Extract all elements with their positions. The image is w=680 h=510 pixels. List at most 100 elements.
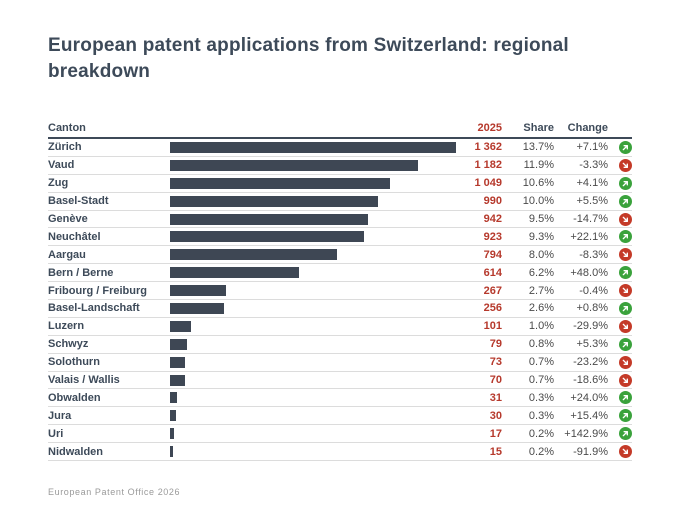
trend-cell (608, 212, 632, 226)
trend-cell (608, 427, 632, 441)
change-value: +4.1% (576, 177, 609, 190)
canton-bar (170, 320, 192, 332)
change-value: -29.9% (573, 320, 608, 333)
trend-up-icon (619, 266, 632, 280)
trend-up-icon (619, 337, 632, 351)
trend-up-icon (619, 427, 632, 441)
change-value: -8.3% (579, 248, 608, 261)
canton-bar (170, 410, 177, 422)
canton-bar (170, 428, 174, 440)
bar-cell (170, 159, 456, 171)
canton-label: Vaud (48, 159, 75, 172)
trend-cell (608, 248, 632, 262)
canton-bar (170, 392, 177, 404)
canton-bar (170, 177, 391, 189)
trend-cell (608, 391, 632, 405)
bar-cell (170, 249, 456, 261)
trend-cell (608, 373, 632, 387)
value-2025: 17 (489, 427, 502, 440)
canton-label: Fribourg / Freiburg (48, 284, 147, 297)
canton-bar (170, 231, 364, 243)
bar-cell (170, 177, 456, 189)
canton-label: Luzern (48, 320, 85, 333)
change-value: -91.9% (573, 445, 608, 458)
share-value: 0.2% (528, 427, 554, 440)
trend-up-icon (619, 230, 632, 244)
table-header-row: Canton 2025 Share Change (48, 118, 632, 139)
bar-cell (170, 320, 456, 332)
trend-down-icon (619, 355, 632, 369)
canton-bar (170, 285, 227, 297)
table-row: Basel-Landschaft 256 2.6% +0.8% (48, 300, 632, 318)
share-value: 13.7% (522, 141, 554, 154)
bar-cell (170, 141, 456, 153)
table-row: Solothurn 73 0.7% -23.2% (48, 354, 632, 372)
bar-cell (170, 195, 456, 207)
change-value: +7.1% (576, 141, 609, 154)
canton-bar (170, 249, 337, 261)
bar-cell (170, 428, 456, 440)
bar-cell (170, 338, 456, 350)
change-value: +22.1% (570, 230, 608, 243)
trend-down-icon (619, 284, 632, 298)
table-row: Uri 17 0.2% +142.9% (48, 425, 632, 444)
value-2025: 267 (483, 284, 502, 297)
change-value: -23.2% (573, 356, 608, 369)
table-row: Aargau 794 8.0% -8.3% (48, 246, 632, 265)
table-row: Basel-Stadt 990 10.0% +5.5% (48, 193, 632, 211)
bar-cell (170, 231, 456, 243)
bar-cell (170, 285, 456, 297)
bar-cell (170, 410, 456, 422)
share-value: 2.6% (528, 302, 554, 315)
trend-up-icon (619, 409, 632, 423)
canton-label: Basel-Stadt (48, 195, 109, 208)
value-2025: 614 (483, 266, 502, 279)
change-value: +5.3% (576, 338, 609, 351)
share-value: 0.7% (528, 374, 554, 387)
table-row: Vaud 1 182 11.9% -3.3% (48, 157, 632, 175)
value-2025: 942 (483, 213, 502, 225)
trend-up-icon (619, 176, 632, 190)
table-row: Bern / Berne 614 6.2% +48.0% (48, 264, 632, 283)
share-value: 10.0% (522, 195, 554, 208)
canton-label: Nidwalden (48, 445, 104, 458)
change-value: +15.4% (570, 409, 608, 422)
value-2025: 923 (483, 230, 502, 243)
canton-bar (170, 159, 419, 171)
trend-up-icon (619, 140, 632, 154)
canton-label: Aargau (48, 248, 86, 261)
column-header-share: Share (523, 121, 554, 134)
bar-cell (170, 356, 456, 368)
canton-bar (170, 195, 378, 207)
value-2025: 15 (489, 445, 502, 458)
trend-down-icon (619, 212, 632, 226)
trend-down-icon (619, 373, 632, 387)
share-value: 10.6% (522, 177, 554, 190)
value-2025: 1 049 (474, 177, 502, 190)
share-value: 0.7% (528, 356, 554, 369)
change-value: +24.0% (570, 391, 608, 404)
trend-cell (608, 319, 632, 333)
canton-label: Basel-Landschaft (48, 302, 140, 315)
value-2025: 30 (489, 409, 502, 422)
bar-cell (170, 374, 456, 386)
canton-label: Neuchâtel (48, 230, 101, 243)
value-2025: 70 (489, 374, 502, 387)
share-value: 2.7% (528, 284, 554, 297)
table-row: Genève 942 9.5% -14.7% (48, 211, 632, 229)
column-header-canton: Canton (48, 121, 86, 134)
share-value: 6.2% (528, 266, 554, 279)
table-body: Zürich 1 362 13.7% +7.1% Vaud 1 182 11.9… (48, 139, 632, 462)
canton-label: Genève (48, 213, 88, 225)
trend-cell (608, 230, 632, 244)
table-row: Valais / Wallis 70 0.7% -18.6% (48, 372, 632, 390)
canton-bar (170, 338, 187, 350)
share-value: 9.5% (528, 213, 554, 225)
trend-down-icon (619, 248, 632, 262)
trend-down-icon (619, 445, 632, 459)
trend-up-icon (619, 194, 632, 208)
trend-cell (608, 158, 632, 172)
source-attribution: European Patent Office 2026 (48, 487, 181, 497)
share-value: 8.0% (528, 248, 554, 261)
canton-bar (170, 356, 186, 368)
